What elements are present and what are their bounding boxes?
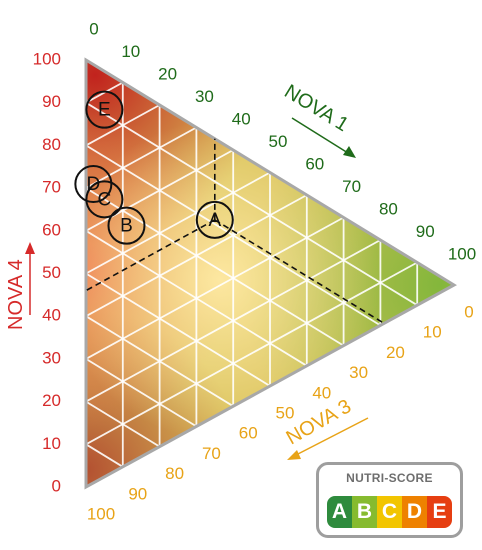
point-e-marker	[85, 90, 124, 129]
nova3-tick-20: 20	[386, 343, 405, 362]
grid-line-nova3-90	[85, 443, 124, 468]
nova3-tick-10: 10	[423, 323, 442, 342]
nova4-tick-labels: 0 10 20 30 40 50 60 70 80 90 100	[33, 49, 61, 495]
nova1-tick-80: 80	[379, 199, 398, 218]
nova4-axis-title: NOVA 4	[5, 242, 35, 330]
nova3-tick-60: 60	[239, 424, 258, 443]
grid-line-nova3-70	[85, 358, 197, 428]
point-d-label: D	[86, 174, 100, 195]
nova3-tick-40: 40	[312, 383, 331, 402]
grid-line-nova4-10	[85, 261, 418, 446]
nova3-tick-80: 80	[165, 464, 184, 483]
grid-line-nova3-30	[85, 187, 345, 347]
nova1-tick-90: 90	[416, 222, 435, 241]
nova1-tick-labels: 0 10 20 30 40 50 60 70 80 90 100	[89, 19, 476, 263]
point-b: B	[107, 206, 146, 245]
grid-line-nova3-60	[85, 315, 234, 407]
nova3-tick-0: 0	[464, 302, 473, 321]
nova3-tick-100: 100	[87, 504, 115, 523]
nova3-tick-50: 50	[276, 403, 295, 422]
nova3-axis-title: NOVA 3	[283, 395, 369, 460]
point-b-marker	[107, 206, 146, 245]
nova4-tick-90: 90	[42, 92, 61, 111]
nutri-score-legend: NUTRI-SCORE A B C D E	[316, 462, 463, 538]
nova1-axis-label: NOVA 1	[280, 81, 352, 137]
nova4-tick-40: 40	[42, 306, 61, 325]
nova1-tick-60: 60	[305, 154, 324, 173]
grid-line-nova3-80	[85, 400, 161, 448]
nutri-score-title: NUTRI-SCORE	[346, 471, 433, 485]
guide-nova3	[214, 219, 385, 325]
nova1-axis-title: NOVA 1	[280, 81, 356, 158]
nova4-axis-label: NOVA 4	[5, 259, 27, 330]
nova4-tick-50: 50	[42, 263, 61, 282]
nova1-tick-70: 70	[342, 177, 361, 196]
nova4-tick-20: 20	[42, 391, 61, 410]
point-c-marker	[85, 180, 124, 219]
nova3-tick-labels: 0 10 20 30 40 50 60 70 80 90 100	[87, 302, 474, 523]
nova4-tick-100: 100	[33, 49, 61, 68]
point-e: E	[85, 90, 124, 129]
nova4-tick-60: 60	[42, 220, 61, 239]
grid-line-nova4-50	[85, 171, 271, 275]
grid-line-nova4-30	[85, 216, 345, 360]
grade-d-badge: D	[402, 496, 427, 528]
point-e-label: E	[98, 100, 111, 121]
nova4-tick-80: 80	[42, 135, 61, 154]
grade-b-badge: B	[352, 496, 377, 528]
nova4-tick-10: 10	[42, 434, 61, 453]
point-a-marker	[195, 200, 234, 239]
nova4-arrow-icon	[25, 242, 35, 254]
grid-line-nova3-50	[85, 272, 271, 387]
nova3-tick-90: 90	[128, 484, 147, 503]
point-b-label: B	[120, 216, 133, 237]
nova4-tick-70: 70	[42, 178, 61, 197]
nova3-arrow-icon	[287, 450, 301, 460]
grade-a-badge: A	[327, 496, 352, 528]
nova4-tick-30: 30	[42, 348, 61, 367]
nutri-score-grades: A B C D E	[327, 493, 453, 531]
grade-c-badge: C	[377, 496, 402, 528]
nova4-tick-0: 0	[52, 476, 61, 495]
nova1-arrow-icon	[343, 146, 356, 158]
ternary-grid	[85, 81, 419, 468]
nova1-tick-10: 10	[121, 42, 140, 61]
nova3-tick-70: 70	[202, 444, 221, 463]
grid-line-nova4-70	[85, 126, 197, 189]
point-a: A	[195, 200, 234, 239]
nova1-tick-20: 20	[158, 64, 177, 83]
nova1-tick-40: 40	[232, 109, 251, 128]
nova1-tick-100: 100	[448, 244, 476, 263]
nova1-tick-50: 50	[269, 132, 288, 151]
nova1-tick-0: 0	[89, 19, 98, 38]
nova1-tick-30: 30	[195, 87, 214, 106]
point-a-guides	[85, 138, 385, 325]
grade-e-badge: E	[427, 496, 452, 528]
triangle-outline	[84, 57, 457, 490]
grid-line-nova3-10	[85, 101, 418, 306]
point-d: D	[74, 165, 113, 204]
point-d-marker	[74, 165, 113, 204]
guide-nova4	[85, 219, 216, 292]
grid-line-nova4-80	[85, 104, 161, 147]
point-a-label: A	[208, 210, 221, 231]
nova3-tick-30: 30	[349, 363, 368, 382]
nova1-arrow-line	[291, 117, 349, 154]
nova3-arrow-line	[295, 417, 369, 456]
